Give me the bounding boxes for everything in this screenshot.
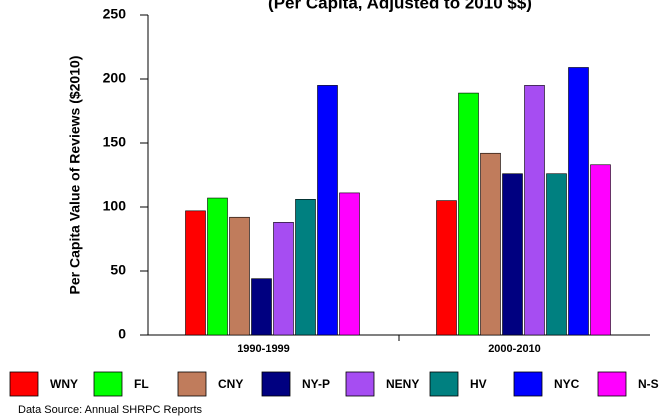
bar [295, 199, 316, 336]
legend-swatch [261, 371, 291, 397]
bar [185, 210, 206, 336]
legend-swatch [597, 371, 627, 397]
x-tick-label: 1990-1999 [237, 343, 290, 355]
bar [273, 222, 294, 336]
y-tick-label: 250 [103, 6, 127, 22]
legend-swatch [177, 371, 207, 397]
bar [317, 85, 338, 336]
y-tick-label: 0 [118, 326, 126, 342]
legend-swatch [513, 371, 543, 397]
legend-swatch [345, 371, 375, 397]
bar [436, 200, 457, 336]
legend-swatch [9, 371, 39, 397]
legend-swatch [429, 371, 459, 397]
bar [524, 85, 545, 336]
legend-label: WNY [50, 377, 78, 391]
legend-label: FL [134, 377, 149, 391]
legend-label: NY-P [302, 377, 330, 391]
bar [502, 173, 523, 336]
bar [207, 197, 228, 336]
y-tick-label: 150 [103, 134, 127, 150]
bar [546, 173, 567, 336]
bar [590, 164, 611, 336]
source-note: Data Source: Annual SHRPC Reports [18, 404, 203, 416]
x-tick-label: 2000-2010 [488, 343, 541, 355]
legend-label: NENY [386, 377, 419, 391]
bar [339, 192, 360, 336]
y-tick-label: 100 [103, 198, 127, 214]
bar [568, 67, 589, 336]
bar [251, 278, 272, 336]
legend-label: N-S [638, 377, 659, 391]
bar [480, 152, 501, 336]
y-tick-label: 50 [110, 262, 126, 278]
bar [458, 92, 479, 336]
legend-label: CNY [218, 377, 243, 391]
legend-label: HV [470, 377, 487, 391]
legend-swatch [93, 371, 123, 397]
y-tick-label: 200 [103, 70, 127, 86]
y-axis-label: Per Capita Value of Reviews ($2010) [67, 56, 83, 295]
legend-label: NYC [554, 377, 580, 391]
chart-title: (Per Capita, Adjusted to 2010 $$) [268, 0, 532, 12]
bar [229, 216, 250, 336]
